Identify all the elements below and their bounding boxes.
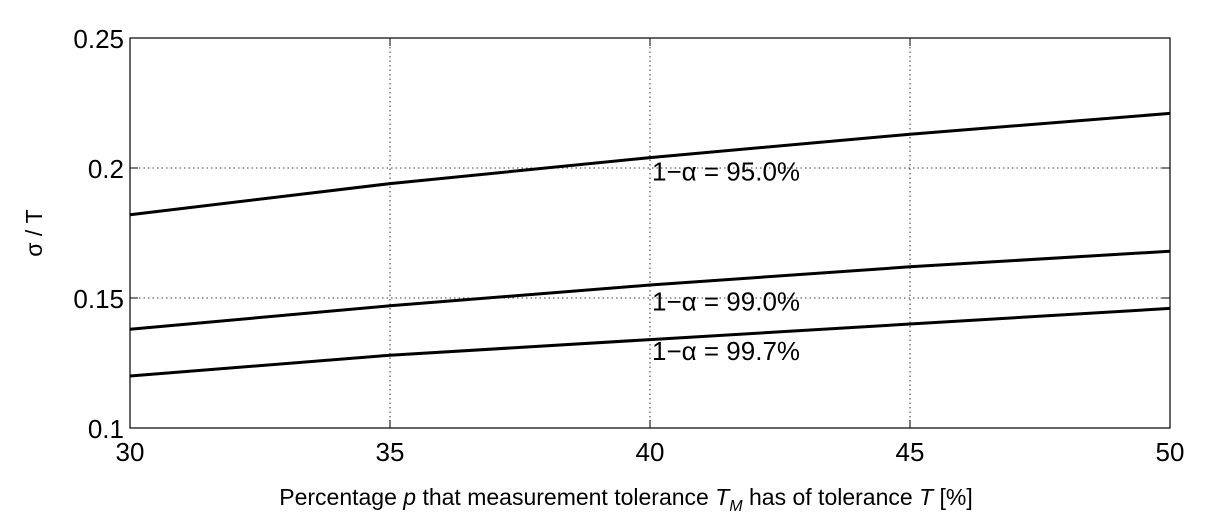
x-title-var-tm: T bbox=[715, 484, 731, 510]
series-annotation: 1−α = 99.0% bbox=[652, 287, 800, 317]
x-title-part: that measurement tolerance bbox=[416, 484, 715, 510]
x-axis-ticks: 30 35 40 45 50 bbox=[116, 38, 1185, 467]
x-title-var-t: T bbox=[919, 484, 935, 510]
x-title-part: Percentage bbox=[279, 484, 403, 510]
x-tick-label: 35 bbox=[376, 437, 405, 467]
x-axis-title: Percentage p that measurement tolerance … bbox=[279, 484, 973, 515]
x-title-subscript: M bbox=[729, 498, 743, 515]
series-line bbox=[129, 306, 1171, 378]
y-tick-label: 0.15 bbox=[73, 284, 124, 314]
y-tick-label: 0.2 bbox=[88, 154, 124, 184]
x-tick-label: 30 bbox=[116, 437, 145, 467]
x-tick-label: 50 bbox=[1156, 437, 1185, 467]
series-line bbox=[129, 111, 1171, 217]
series-layer bbox=[129, 111, 1171, 378]
series-annotation: 1−α = 95.0% bbox=[652, 157, 800, 187]
x-title-part: [%] bbox=[933, 484, 973, 510]
x-title-part: has of tolerance bbox=[743, 484, 919, 510]
x-tick-label: 40 bbox=[636, 437, 665, 467]
y-tick-label: 0.1 bbox=[88, 414, 124, 444]
annotation-layer: 1−α = 95.0% 1−α = 99.0% 1−α = 99.7% bbox=[652, 157, 800, 366]
series-annotation: 1−α = 99.7% bbox=[652, 336, 800, 366]
x-title-var-p: p bbox=[402, 484, 416, 510]
y-axis-ticks: 0.1 0.15 0.2 0.25 bbox=[73, 24, 1170, 444]
series-line bbox=[129, 249, 1171, 331]
grid bbox=[130, 38, 1170, 428]
x-tick-label: 45 bbox=[896, 437, 925, 467]
y-tick-label: 0.25 bbox=[73, 24, 124, 54]
y-axis-title: σ / T bbox=[21, 209, 47, 256]
